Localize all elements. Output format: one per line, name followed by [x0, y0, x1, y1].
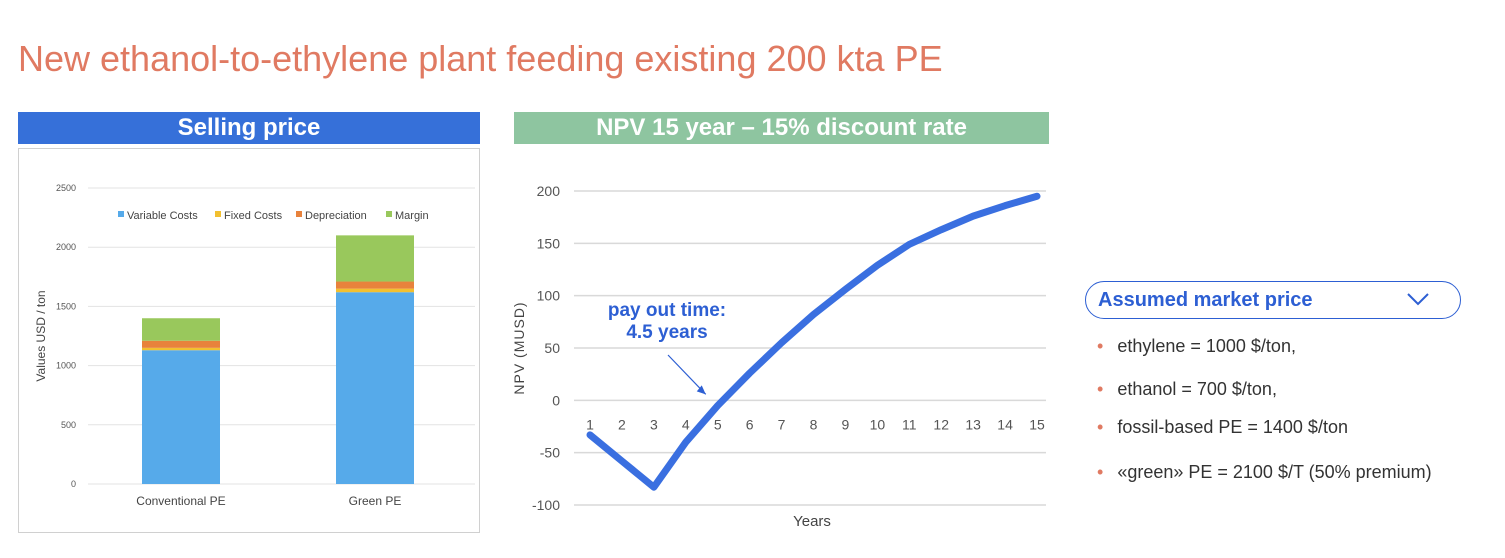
- legend-label: Margin: [395, 210, 429, 222]
- y-tick-label: 2500: [56, 183, 76, 193]
- x-tick-label: Conventional PE: [136, 494, 225, 508]
- legend-swatch: [296, 211, 302, 217]
- npv-title: NPV 15 year – 15% discount rate: [596, 114, 967, 141]
- list-item: • ethylene = 1000 $/ton,: [1097, 336, 1296, 356]
- x-tick-label: 10: [870, 416, 886, 432]
- annotation-arrow: [667, 354, 707, 395]
- x-axis-label: Years: [793, 513, 831, 530]
- legend-label: Variable Costs: [127, 210, 198, 222]
- x-tick-label: 2: [618, 416, 626, 432]
- y-tick-label: 1500: [56, 301, 76, 311]
- legend-swatch: [215, 211, 221, 217]
- bar-segment: [142, 340, 220, 348]
- y-axis-label: NPV (MUSD): [511, 301, 527, 394]
- bar-segment: [336, 292, 414, 484]
- selling-price-banner: Selling price: [18, 112, 480, 144]
- x-tick-label: 13: [965, 416, 981, 432]
- x-tick-label: 6: [746, 416, 754, 432]
- legend-label: Depreciation: [305, 210, 367, 222]
- legend-swatch: [118, 211, 124, 217]
- y-tick-label: -50: [540, 445, 560, 461]
- y-tick-label: 2000: [56, 242, 76, 252]
- x-tick-label: 12: [933, 416, 949, 432]
- bar-segment: [142, 347, 220, 351]
- y-tick-label: 50: [544, 340, 560, 356]
- y-tick-label: 0: [71, 479, 76, 489]
- x-tick-label: 11: [902, 416, 917, 432]
- list-item: • fossil-based PE = 1400 $/ton: [1097, 417, 1348, 437]
- bar-segment: [336, 288, 414, 293]
- bullet-icon: •: [1097, 379, 1104, 399]
- bar-segment: [142, 350, 220, 484]
- y-tick-label: -100: [532, 497, 560, 513]
- market-price-dropdown[interactable]: Assumed market price: [1085, 281, 1461, 319]
- selling-price-title: Selling price: [177, 114, 321, 141]
- y-tick-label: 1000: [56, 361, 76, 371]
- x-tick-label: 14: [997, 416, 1013, 432]
- legend-label: Fixed Costs: [224, 210, 283, 222]
- y-tick-label: 150: [537, 235, 561, 251]
- bullet-icon: •: [1097, 462, 1104, 482]
- npv-banner: NPV 15 year – 15% discount rate: [514, 112, 1049, 144]
- x-tick-label: 3: [650, 416, 658, 432]
- list-item: • «green» PE = 2100 $/T (50% premium): [1097, 462, 1432, 482]
- x-tick-label: 9: [842, 416, 850, 432]
- bar-segment: [142, 318, 220, 341]
- y-tick-label: 200: [537, 183, 561, 199]
- npv-line: [586, 192, 1041, 491]
- x-tick-label: 4: [682, 416, 690, 432]
- x-tick-label: 15: [1029, 416, 1045, 432]
- bullet-icon: •: [1097, 417, 1104, 437]
- y-tick-label: 100: [537, 288, 561, 304]
- x-tick-label: 7: [778, 416, 786, 432]
- annotation-arrowhead: [696, 385, 706, 395]
- x-tick-label: 5: [714, 416, 722, 432]
- bar-segment: [336, 235, 414, 282]
- y-axis-label: Values USD / ton: [34, 290, 48, 381]
- legend-swatch: [386, 211, 392, 217]
- annotation-text: 4.5 years: [626, 322, 707, 343]
- bar-segment: [336, 281, 414, 289]
- x-tick-label: 1: [586, 416, 594, 432]
- market-price-title: Assumed market price: [1098, 288, 1313, 311]
- chevron-down-icon: [1407, 293, 1429, 306]
- bullet-icon: •: [1097, 336, 1104, 356]
- list-item: • ethanol = 700 $/ton,: [1097, 379, 1277, 399]
- annotation-text: pay out time:: [608, 300, 726, 321]
- x-tick-label: Green PE: [349, 494, 402, 508]
- page-title: New ethanol-to-ethylene plant feeding ex…: [18, 38, 943, 79]
- bar-chart-frame: [18, 148, 480, 533]
- x-tick-label: 8: [810, 416, 818, 432]
- y-tick-label: 500: [61, 420, 76, 430]
- y-tick-label: 0: [552, 392, 560, 408]
